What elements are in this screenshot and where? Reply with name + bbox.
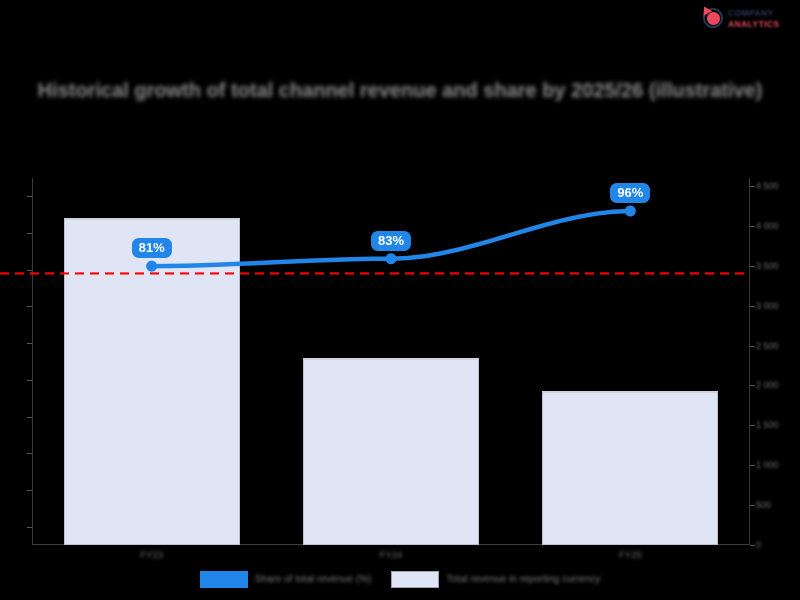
legend-label: Total revenue in reporting currency [446, 574, 601, 585]
line-marker[interactable] [385, 253, 397, 265]
y-axis-left-tick [27, 453, 32, 455]
logo-blob-shape [707, 12, 720, 25]
y-axis-right-tick-label: 1 000 [756, 460, 779, 471]
bar[interactable] [303, 357, 479, 545]
y-axis-right-tick-label: 4 000 [756, 220, 779, 231]
y-axis-right-tick [750, 505, 755, 507]
y-axis-right-tick-label: 1 500 [756, 420, 779, 431]
line-marker[interactable] [624, 205, 636, 217]
y-axis-right-tick-label: 2 000 [756, 380, 779, 391]
y-axis-left-tick [27, 489, 32, 491]
data-label: 81% [131, 238, 172, 259]
y-axis-right-tick [750, 465, 755, 467]
y-axis-left-tick [27, 196, 32, 198]
y-axis-right-tick [750, 545, 755, 546]
data-label: 83% [370, 230, 412, 251]
y-axis-right-tick [750, 385, 755, 387]
y-axis-right-tick-label: 3 500 [756, 260, 779, 271]
logo-wordmark: COMPANY ANALYTICS [728, 8, 779, 29]
y-axis-right-tick-label: 3 000 [756, 300, 779, 311]
y-axis-right-tick [750, 425, 755, 427]
y-axis-left-tick [27, 526, 32, 528]
y-axis-right-tick [750, 345, 755, 347]
data-label: 96% [610, 183, 651, 204]
circle-droplet-logo-icon [699, 4, 726, 31]
x-axis-tick-label: FY25 [618, 550, 642, 561]
y-axis-right-tick [750, 225, 755, 227]
x-axis-tick-label: FY23 [140, 550, 164, 561]
y-axis-right-tick-label: 2 500 [756, 340, 779, 351]
logo-ring-shape [703, 8, 723, 28]
legend-label: Share of total revenue (%) [254, 574, 372, 585]
y-axis-left-tick [27, 416, 32, 418]
y-axis-right-tick [750, 305, 755, 307]
legend-swatch [199, 571, 248, 588]
y-axis-left-tick [27, 269, 32, 271]
y-axis-left-tick [27, 343, 32, 345]
bar[interactable] [542, 391, 719, 545]
x-axis-tick-label: FY24 [379, 550, 403, 561]
y-axis-right-tick-label: 500 [756, 500, 772, 511]
bar[interactable] [63, 217, 240, 545]
chart-title: Historical growth of total channel reven… [37, 80, 763, 102]
y-axis-right-tick [750, 265, 755, 267]
legend-swatch [391, 571, 440, 588]
chart-legend: Share of total revenue (%) Total revenue … [0, 571, 800, 588]
brand-logo: COMPANY ANALYTICS [699, 4, 795, 32]
logo-line-1: COMPANY [728, 7, 774, 18]
y-axis-right-tick-label: 4 500 [756, 180, 779, 191]
y-axis-left-tick [27, 306, 32, 308]
y-axis-left-line [32, 178, 33, 545]
y-axis-left-tick [27, 233, 32, 235]
y-axis-left-tick [27, 379, 32, 381]
y-axis-right-tick [750, 185, 755, 187]
legend-item[interactable]: Total revenue in reporting currency [391, 571, 600, 588]
legend-item[interactable]: Share of total revenue (%) [199, 571, 372, 588]
y-axis-right-line [749, 178, 750, 545]
logo-line-2: ANALYTICS [728, 18, 780, 29]
y-axis-right-tick-label: 0 [756, 540, 762, 550]
